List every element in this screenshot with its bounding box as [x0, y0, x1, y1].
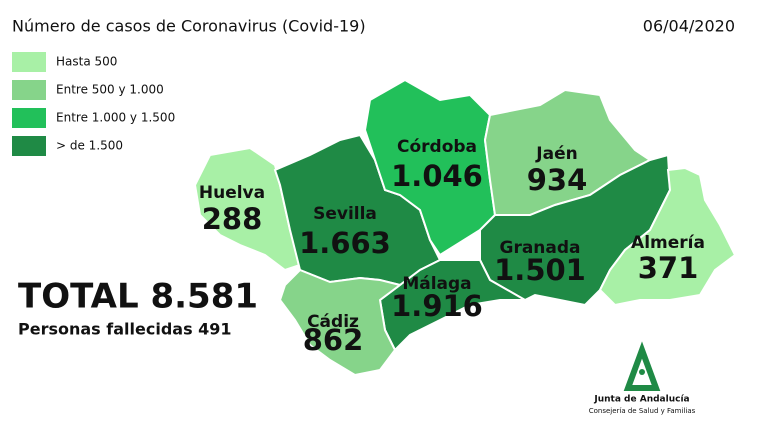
province-name: Sevilla [313, 204, 377, 224]
province-cases: 862 [303, 323, 364, 357]
province-cases: 934 [527, 163, 588, 197]
province-cases: 1.046 [391, 159, 483, 193]
province-name: Almería [631, 233, 705, 253]
province-cases: 1.916 [391, 289, 483, 323]
legend-label: Entre 1.000 y 1.500 [56, 111, 175, 125]
province-cases: 1.501 [494, 253, 586, 287]
province-name: Granada [499, 238, 580, 258]
province-name: Cádiz [307, 312, 359, 332]
date: 06/04/2020 [643, 17, 735, 36]
total: TOTAL 8.581 [18, 277, 258, 317]
province-name: Huelva [199, 183, 265, 203]
legend-swatch [12, 52, 46, 72]
deaths: Personas fallecidas 491 [18, 320, 232, 339]
province-cases: 288 [202, 202, 263, 236]
legend-label: > de 1.500 [56, 139, 123, 153]
province-cases: 1.663 [299, 226, 391, 260]
province-name: Córdoba [397, 137, 477, 157]
province [278, 268, 403, 377]
legend-swatch [12, 136, 46, 156]
province-cases: 371 [638, 251, 699, 285]
legend-label: Hasta 500 [56, 55, 117, 69]
legend-swatch [12, 80, 46, 100]
title: Número de casos de Coronavirus (Covid-19… [12, 17, 366, 36]
logo-name: Junta de Andalucía [593, 395, 689, 405]
logo: Junta de Andalucía Consejería de Salud y… [589, 341, 696, 415]
legend: Hasta 500 Entre 500 y 1.000 Entre 1.000 y … [12, 52, 175, 156]
logo-department: Consejería de Salud y Familias [589, 407, 696, 415]
legend-label: Entre 500 y 1.000 [56, 83, 164, 97]
province-name: Jaén [535, 144, 577, 164]
province [598, 166, 737, 307]
logo-mark [623, 341, 661, 391]
logo-dot [639, 369, 645, 375]
province-name: Málaga [402, 274, 471, 294]
legend-swatch [12, 108, 46, 128]
